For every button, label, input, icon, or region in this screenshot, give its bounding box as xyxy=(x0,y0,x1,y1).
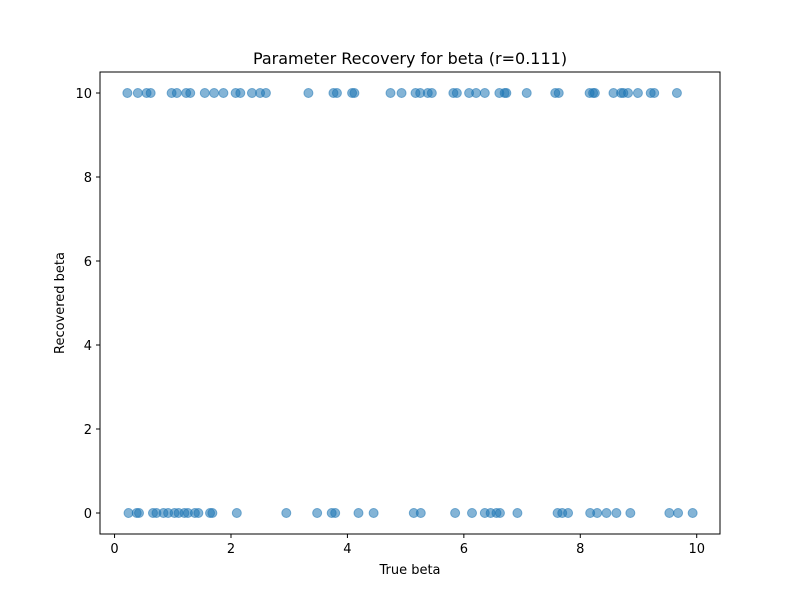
data-point xyxy=(218,88,229,98)
data-point xyxy=(589,88,600,98)
data-point xyxy=(471,88,482,98)
data-point xyxy=(171,88,182,98)
chart-title: Parameter Recovery for beta (r=0.111) xyxy=(253,49,567,68)
y-axis-label: Recovered beta xyxy=(53,252,68,354)
data-point xyxy=(592,508,603,518)
data-point xyxy=(494,508,505,518)
y-tick-label: 8 xyxy=(84,171,92,186)
data-point xyxy=(368,508,379,518)
data-point xyxy=(553,88,564,98)
data-point xyxy=(209,88,220,98)
data-point xyxy=(145,88,156,98)
y-tick-label: 6 xyxy=(84,255,92,270)
x-tick-label: 10 xyxy=(688,542,705,557)
data-point xyxy=(664,508,675,518)
data-point xyxy=(687,508,698,518)
data-point xyxy=(231,508,242,518)
points-layer xyxy=(122,88,698,518)
data-point xyxy=(521,88,532,98)
data-point xyxy=(260,88,271,98)
y-tick-label: 10 xyxy=(75,87,92,102)
x-axis-ticks: 0 2 4 6 8 10 xyxy=(110,534,705,557)
data-point xyxy=(281,508,292,518)
data-point xyxy=(349,88,360,98)
data-point xyxy=(649,88,660,98)
data-point xyxy=(512,508,523,518)
data-point xyxy=(671,88,682,98)
y-axis-ticks: 0 2 4 6 8 10 xyxy=(75,87,100,522)
plot-area-frame xyxy=(99,71,721,535)
x-tick-label: 4 xyxy=(343,542,351,557)
x-tick-label: 0 xyxy=(110,542,118,557)
data-point xyxy=(467,508,477,518)
y-tick-label: 4 xyxy=(84,339,92,354)
data-point xyxy=(632,88,643,98)
data-point xyxy=(426,88,437,98)
data-point xyxy=(235,88,246,98)
data-point xyxy=(331,88,342,98)
data-point xyxy=(207,508,218,518)
data-point xyxy=(199,88,210,98)
data-point xyxy=(623,88,634,98)
data-point xyxy=(353,508,364,518)
x-axis-label: True beta xyxy=(378,563,440,578)
data-point xyxy=(673,508,684,518)
data-point xyxy=(122,88,133,98)
x-tick-label: 8 xyxy=(576,542,584,557)
data-point xyxy=(451,88,462,98)
x-tick-label: 6 xyxy=(460,542,468,557)
data-point xyxy=(479,88,490,98)
y-tick-label: 2 xyxy=(84,423,92,438)
data-point xyxy=(396,88,407,98)
data-point xyxy=(601,508,612,518)
data-point xyxy=(501,88,512,98)
data-point xyxy=(611,508,622,518)
data-point xyxy=(193,508,204,518)
data-point xyxy=(330,508,341,518)
y-tick-label: 0 xyxy=(84,507,92,522)
data-point xyxy=(625,508,636,518)
data-point xyxy=(134,508,144,518)
data-point xyxy=(415,508,426,518)
data-point xyxy=(132,88,143,98)
data-point xyxy=(385,88,396,98)
data-point xyxy=(312,508,323,518)
x-tick-label: 2 xyxy=(227,542,235,557)
data-point xyxy=(563,508,574,518)
data-point xyxy=(185,88,196,98)
data-point xyxy=(450,508,461,518)
data-point xyxy=(303,88,314,98)
